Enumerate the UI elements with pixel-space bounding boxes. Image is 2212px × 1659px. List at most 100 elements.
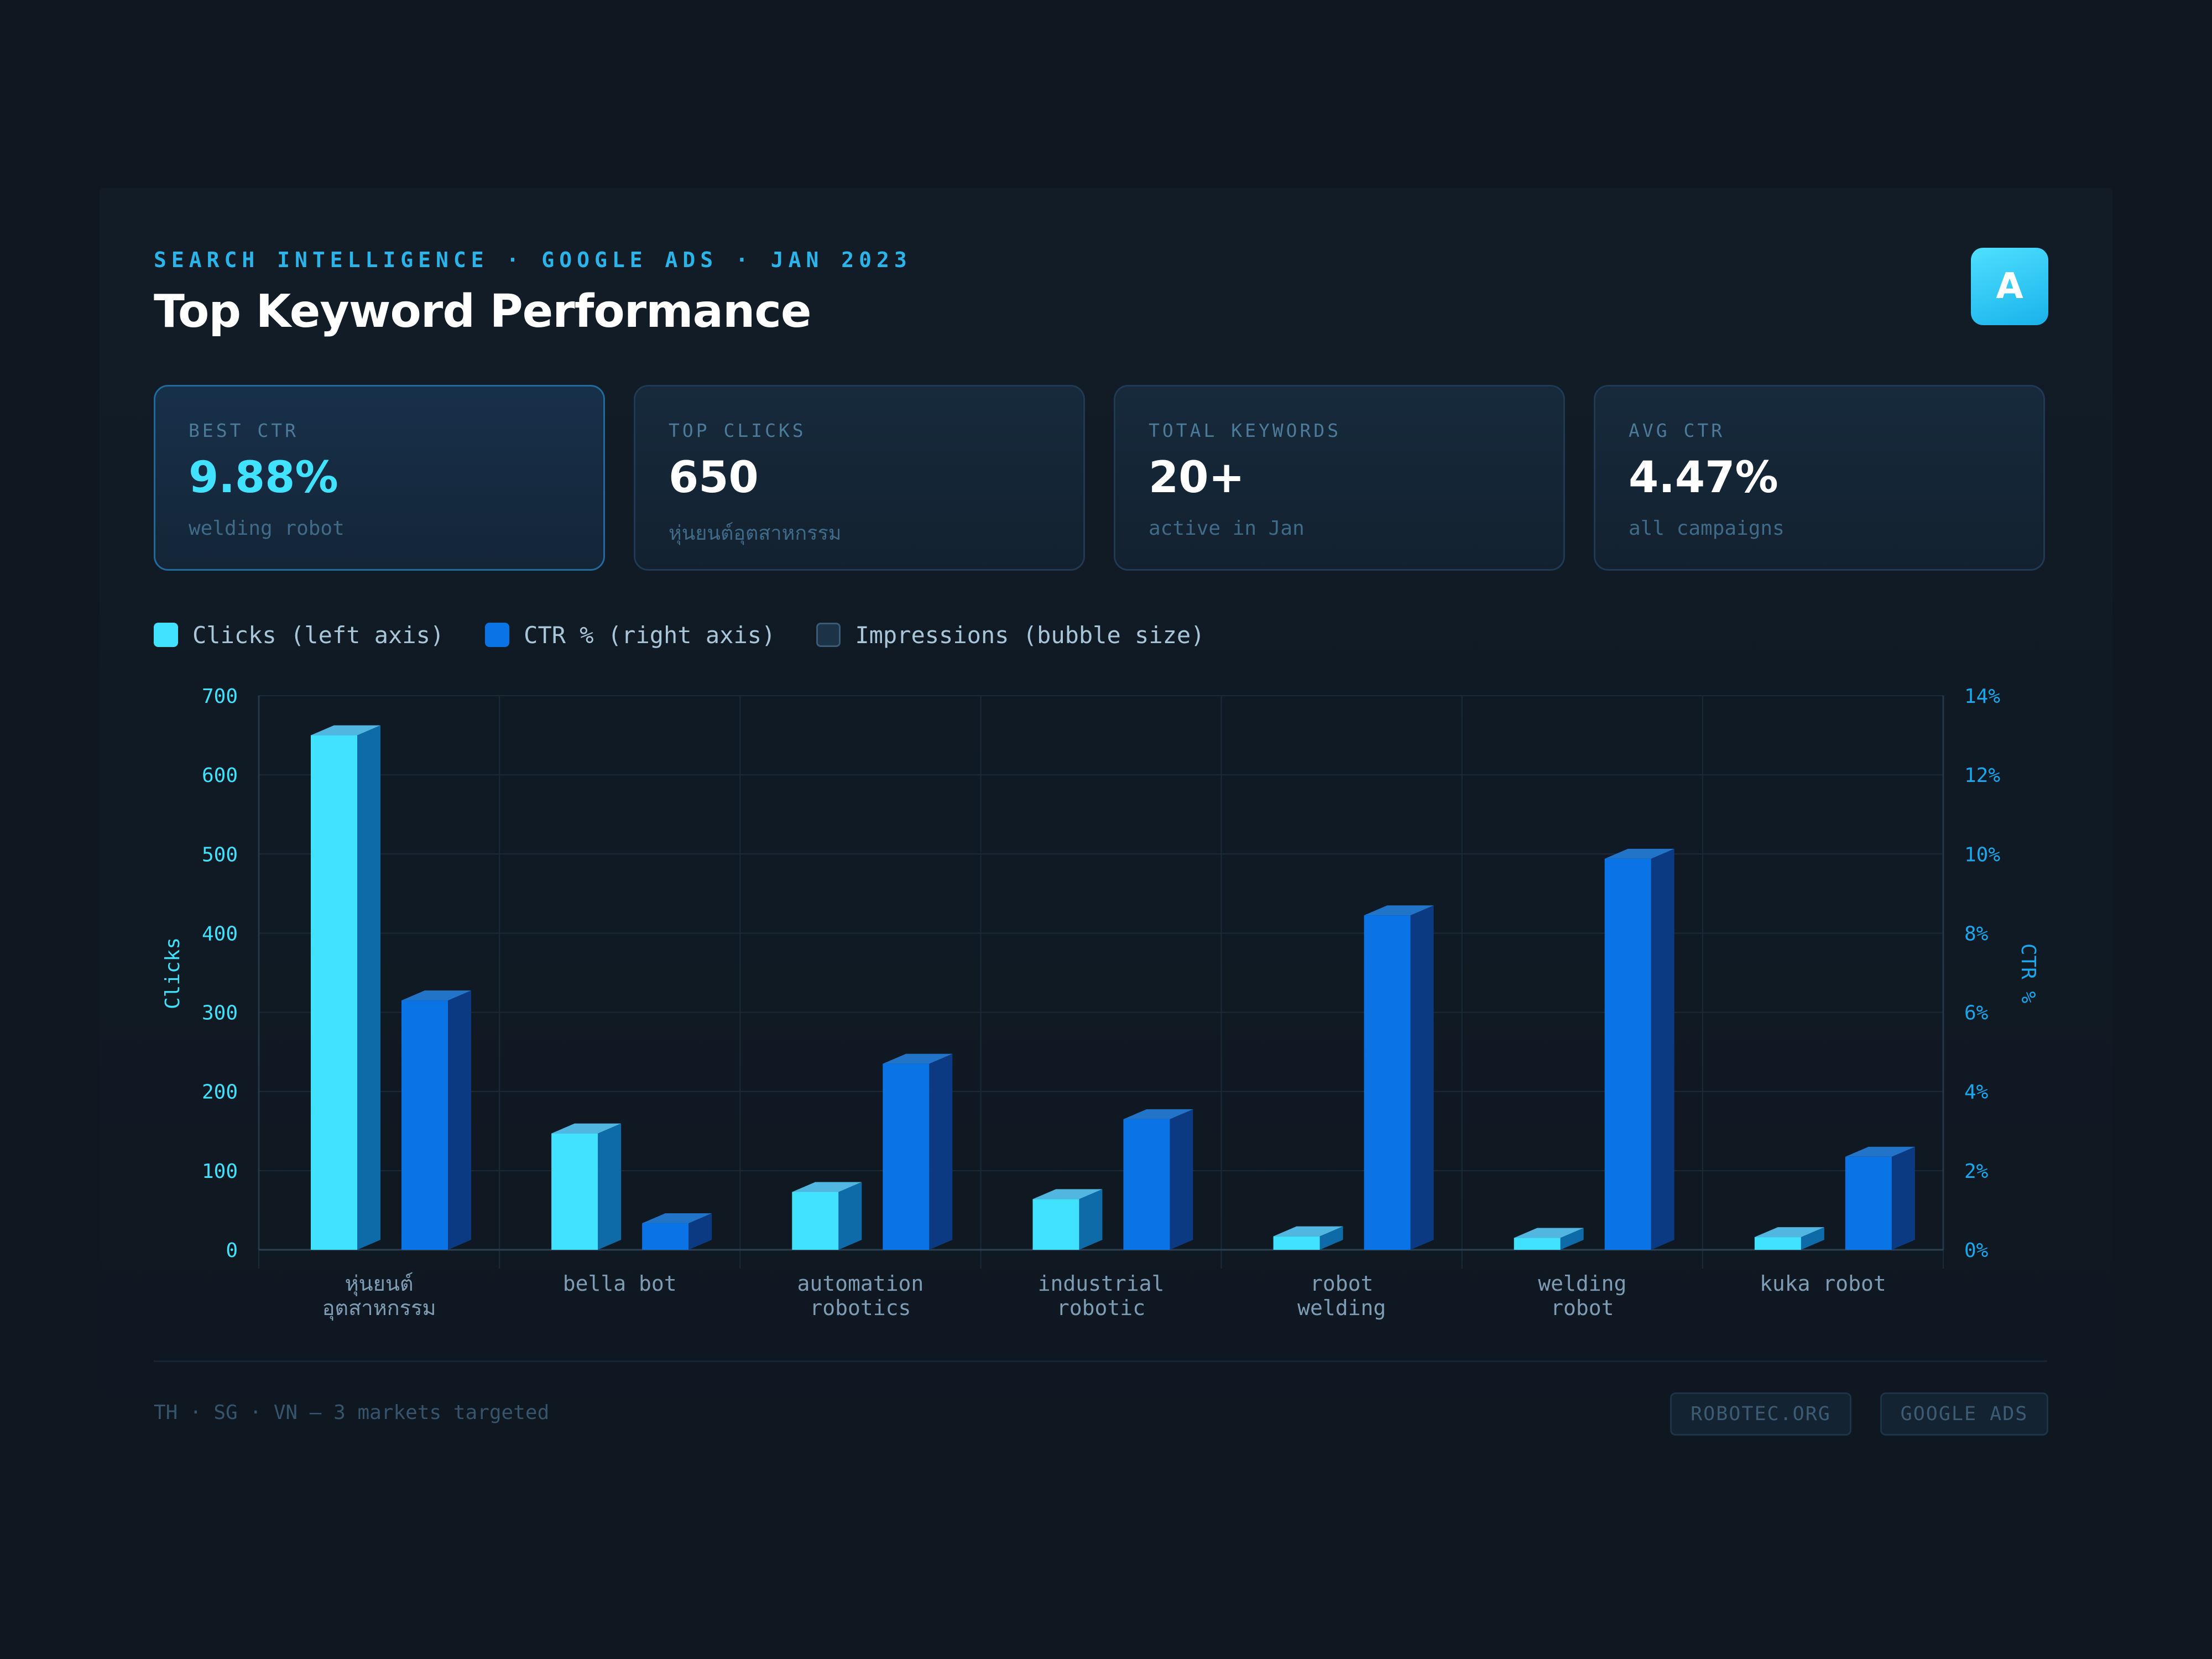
stat-label: TOP CLICKS xyxy=(669,420,806,441)
stat-card-total-keywords: TOTAL KEYWORDS 20+ active in Jan xyxy=(1114,385,1565,571)
bar-ctr-side xyxy=(448,990,471,1250)
bar-clicks-top xyxy=(551,1123,622,1134)
y-right-tick-label: 8% xyxy=(1964,922,1989,945)
bar-ctr-side xyxy=(1170,1109,1193,1250)
y-right-axis-title: CTR % xyxy=(2017,943,2039,1004)
bar-clicks-front xyxy=(1514,1238,1561,1250)
bar-ctr-front xyxy=(1604,858,1651,1250)
x-tick-label: หุ่นยนต์ xyxy=(345,1271,414,1296)
x-tick-label: robotic xyxy=(1057,1296,1145,1320)
bar-ctr-side xyxy=(1410,905,1434,1250)
bar-clicks xyxy=(1273,1226,1343,1250)
footer-divider xyxy=(154,1360,2047,1362)
y-right-tick-label: 10% xyxy=(1964,843,2000,866)
bar-clicks xyxy=(792,1182,862,1250)
bar-ctr-top xyxy=(401,990,471,1001)
bar-clicks-top xyxy=(792,1182,862,1192)
bar-ctr-front xyxy=(1845,1156,1892,1250)
bar-ctr-top xyxy=(883,1053,953,1064)
bar-clicks-front xyxy=(311,735,357,1250)
stat-value: 9.88% xyxy=(189,453,338,503)
legend-item-clicks[interactable]: Clicks (left axis) xyxy=(154,622,444,649)
y-tick-label: 400 xyxy=(202,922,238,945)
bar-clicks-front xyxy=(1273,1236,1320,1250)
x-tick-label: robotics xyxy=(810,1296,911,1320)
stat-label: BEST CTR xyxy=(189,420,299,441)
bar-clicks xyxy=(1754,1227,1824,1250)
stat-value: 650 xyxy=(669,453,759,503)
legend-label: Impressions (bubble size) xyxy=(855,621,1205,649)
bar-ctr-top xyxy=(1845,1146,1915,1157)
stat-subtext: all campaigns xyxy=(1629,517,1785,540)
bar-ctr xyxy=(642,1213,712,1250)
bar-clicks-front xyxy=(1754,1237,1801,1250)
chart-legend: Clicks (left axis) CTR % (right axis) Im… xyxy=(154,618,1245,651)
stat-value: 20+ xyxy=(1149,453,1245,503)
y-tick-label: 500 xyxy=(202,843,238,866)
stat-card-top-clicks: TOP CLICKS 650 หุ่นยนต์อุตสาหกรรม xyxy=(634,385,1085,571)
bar-ctr xyxy=(883,1053,953,1250)
x-tick-label: อุตสาหกรรม xyxy=(322,1296,436,1321)
x-tick-label: welding xyxy=(1538,1271,1626,1296)
bar-ctr-front xyxy=(642,1223,689,1250)
page-title: Top Keyword Performance xyxy=(154,285,812,338)
tag-robotec[interactable]: ROBOTEC.ORG xyxy=(1670,1392,1851,1436)
legend-swatch-impressions xyxy=(816,623,841,647)
stat-value: 4.47% xyxy=(1629,453,1778,503)
bar-clicks-top xyxy=(1032,1189,1103,1199)
y-right-tick-label: 0% xyxy=(1964,1239,1989,1262)
bar-clicks xyxy=(311,725,380,1250)
legend-item-impressions[interactable]: Impressions (bubble size) xyxy=(816,622,1204,649)
y-axis-title: Clicks xyxy=(161,937,184,1009)
y-tick-label: 0 xyxy=(226,1239,238,1262)
bar-ctr-top xyxy=(1364,905,1434,916)
stat-subtext: active in Jan xyxy=(1149,517,1305,540)
y-right-tick-label: 2% xyxy=(1964,1160,1989,1183)
bar-clicks-side xyxy=(598,1123,622,1250)
stat-subtext: หุ่นยนต์อุตสาหกรรม xyxy=(669,522,842,545)
bar-clicks-top xyxy=(1514,1228,1584,1238)
bar-clicks-side xyxy=(1319,1226,1343,1250)
bar-ctr-top xyxy=(642,1213,712,1224)
footer-markets: TH · SG · VN — 3 markets targeted xyxy=(154,1401,550,1424)
stat-label: TOTAL KEYWORDS xyxy=(1149,420,1342,441)
y-right-tick-label: 4% xyxy=(1964,1081,1989,1104)
y-tick-label: 100 xyxy=(202,1160,238,1183)
eyebrow-label: SEARCH INTELLIGENCE · GOOGLE ADS · JAN 2… xyxy=(154,248,912,272)
bar-ctr xyxy=(1604,848,1674,1250)
x-tick-label: robot xyxy=(1310,1271,1373,1296)
bar-clicks xyxy=(1514,1228,1584,1250)
bar-clicks-side xyxy=(1560,1228,1584,1250)
bar-clicks-top xyxy=(1754,1227,1824,1238)
y-right-tick-label: 14% xyxy=(1964,685,2000,708)
bar-ctr-top xyxy=(1604,848,1674,859)
x-tick-label: industrial xyxy=(1038,1271,1165,1296)
x-tick-label: robot xyxy=(1551,1296,1614,1320)
y-tick-label: 200 xyxy=(202,1081,238,1104)
y-right-tick-label: 12% xyxy=(1964,764,2000,787)
legend-swatch-clicks xyxy=(154,623,178,647)
bar-ctr-side xyxy=(1651,848,1674,1250)
legend-label: CTR % (right axis) xyxy=(524,621,776,649)
bar-ctr xyxy=(1364,905,1434,1250)
bar-clicks xyxy=(551,1123,622,1250)
bar-clicks xyxy=(1032,1189,1103,1250)
brand-logo: A xyxy=(1971,248,2048,325)
bar-ctr-side xyxy=(688,1213,712,1250)
y-tick-label: 300 xyxy=(202,1002,238,1025)
x-tick-label: welding xyxy=(1297,1296,1386,1320)
bar-clicks-side xyxy=(1801,1227,1824,1250)
bar-ctr xyxy=(1123,1109,1193,1250)
tag-google-ads[interactable]: GOOGLE ADS xyxy=(1880,1392,2048,1436)
bar-clicks-top xyxy=(311,725,380,735)
bar-clicks-side xyxy=(838,1182,862,1250)
bar-ctr xyxy=(1845,1146,1915,1250)
legend-swatch-ctr xyxy=(485,623,510,647)
legend-item-ctr[interactable]: CTR % (right axis) xyxy=(485,622,775,649)
x-tick-label: bella bot xyxy=(563,1271,677,1296)
y-right-tick-label: 6% xyxy=(1964,1002,1989,1025)
bar-ctr-front xyxy=(1364,915,1411,1250)
bar-clicks-front xyxy=(1032,1199,1079,1250)
bar-ctr-front xyxy=(883,1063,930,1250)
